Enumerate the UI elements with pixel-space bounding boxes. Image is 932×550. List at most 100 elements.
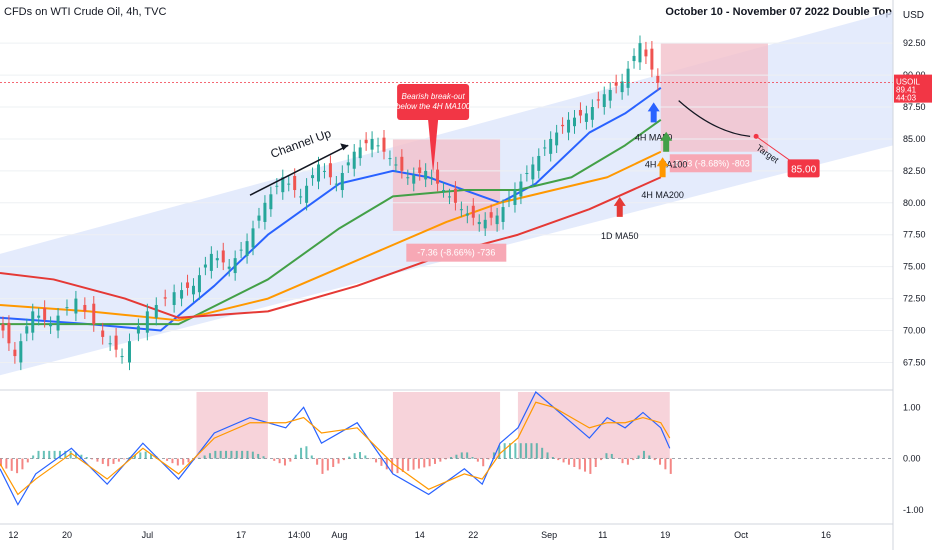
macd-histogram-bar bbox=[471, 457, 474, 459]
macd-histogram-bar bbox=[26, 458, 29, 463]
macd-histogram-bar bbox=[64, 450, 67, 459]
candle-body bbox=[370, 138, 374, 150]
candle-body bbox=[471, 205, 475, 218]
breakout-text-2: below the 4H MA100 bbox=[396, 102, 471, 111]
price-tick-9: 70.00 bbox=[903, 326, 926, 336]
macd-histogram-bar bbox=[525, 443, 528, 459]
price-tick-6: 77.50 bbox=[903, 230, 926, 240]
macd-histogram-bar bbox=[241, 450, 244, 459]
macd-histogram-bar bbox=[664, 458, 667, 470]
macd-histogram-bar bbox=[101, 458, 104, 464]
ma100-arrow bbox=[660, 131, 673, 152]
d1-ma50-line bbox=[0, 176, 662, 319]
candle-body bbox=[180, 290, 184, 299]
macd-histogram-bar bbox=[0, 458, 2, 467]
measure-box-1 bbox=[406, 243, 507, 262]
candle-body bbox=[376, 145, 380, 147]
candle-body bbox=[108, 343, 112, 345]
candle-body bbox=[614, 82, 618, 86]
macd-histogram-bar bbox=[546, 452, 549, 459]
candle-body bbox=[650, 48, 654, 70]
target-price-box bbox=[787, 159, 820, 178]
candle-body bbox=[239, 249, 243, 251]
candle-body bbox=[136, 326, 140, 334]
macd-histogram-bar bbox=[460, 452, 463, 459]
candle-body bbox=[584, 113, 588, 122]
candle-body bbox=[293, 175, 297, 191]
macd-histogram-bar bbox=[530, 443, 533, 459]
macd-histogram-bar bbox=[5, 458, 8, 469]
macd-histogram-bar bbox=[482, 458, 485, 467]
macd-histogram-bar bbox=[541, 447, 544, 459]
candle-body bbox=[49, 324, 53, 327]
macd-histogram-bar bbox=[246, 450, 249, 459]
time-tick-7: 22 bbox=[468, 530, 478, 540]
macd-histogram-bar bbox=[358, 452, 361, 459]
measure-box-2 bbox=[669, 154, 752, 173]
macd-histogram-bar bbox=[300, 447, 303, 459]
macd-histogram-bar bbox=[166, 458, 169, 461]
price-tick-7: 75.00 bbox=[903, 262, 926, 272]
macd-tick-2: -1.00 bbox=[903, 505, 924, 515]
candle-body bbox=[19, 341, 23, 363]
macd-histogram-bar bbox=[91, 458, 94, 460]
macd-histogram-bar bbox=[96, 458, 99, 462]
candle-body bbox=[501, 207, 505, 222]
chart-title: CFDs on WTI Crude Oil, 4h, TVC bbox=[4, 6, 167, 18]
candle-body bbox=[561, 124, 565, 127]
candle-body bbox=[555, 132, 559, 146]
price-tick-0: 92.50 bbox=[903, 38, 926, 48]
macd-histogram-bar bbox=[21, 458, 24, 470]
macd-histogram-bar bbox=[439, 458, 442, 462]
macd-histogram-bar bbox=[107, 458, 110, 467]
candle-body bbox=[154, 304, 158, 318]
target-price-label: 85.00 bbox=[791, 164, 816, 175]
candle-body bbox=[590, 107, 594, 120]
candle-body bbox=[101, 330, 105, 337]
time-tick-1: 20 bbox=[62, 530, 72, 540]
macd-histogram-bar bbox=[273, 458, 276, 461]
candle-body bbox=[489, 212, 493, 218]
price-zone-2 bbox=[660, 43, 768, 152]
macd-histogram-bar bbox=[16, 458, 19, 474]
macd-histogram-bar bbox=[573, 458, 576, 468]
time-tick-3: 17 bbox=[236, 530, 246, 540]
candle-body bbox=[394, 164, 398, 166]
macd-histogram-bar bbox=[257, 453, 260, 459]
time-tick-6: 14 bbox=[415, 530, 425, 540]
macd-histogram-bar bbox=[380, 458, 383, 466]
d1-ma50-label: 1D MA50 bbox=[601, 231, 639, 241]
macd-histogram-bar bbox=[487, 458, 490, 460]
candle-body bbox=[114, 335, 118, 350]
candle-body bbox=[453, 188, 457, 203]
macd-histogram-bar bbox=[375, 458, 378, 463]
macd-tick-1: 0.00 bbox=[903, 454, 921, 464]
macd-histogram-bar bbox=[348, 456, 351, 459]
breakout-text-1: Bearish break-out bbox=[402, 92, 466, 101]
candle-body bbox=[447, 196, 451, 198]
candle-body bbox=[537, 155, 541, 171]
ma200-line bbox=[0, 150, 662, 322]
candle-body bbox=[257, 215, 261, 221]
candle-body bbox=[56, 315, 60, 331]
candle-body bbox=[465, 213, 469, 216]
candle-body bbox=[299, 196, 303, 198]
candle-body bbox=[543, 147, 547, 149]
channel-up-label: Channel Up bbox=[269, 126, 334, 161]
macd-histogram-bar bbox=[187, 458, 190, 463]
macd-histogram-bar bbox=[219, 450, 222, 459]
macd-histogram-bar bbox=[208, 453, 211, 459]
candle-body bbox=[656, 75, 660, 83]
idea-title: October 10 - November 07 2022 Double Top bbox=[665, 6, 892, 18]
macd-histogram-bar bbox=[251, 451, 254, 459]
macd-histogram-bar bbox=[230, 450, 233, 459]
candle-body bbox=[281, 177, 285, 193]
candle-body bbox=[412, 175, 416, 184]
time-tick-11: Oct bbox=[734, 530, 749, 540]
macd-histogram-bar bbox=[557, 458, 560, 461]
candle-body bbox=[197, 275, 201, 293]
macd-histogram-bar bbox=[428, 458, 431, 467]
time-tick-4: 14:00 bbox=[288, 530, 311, 540]
